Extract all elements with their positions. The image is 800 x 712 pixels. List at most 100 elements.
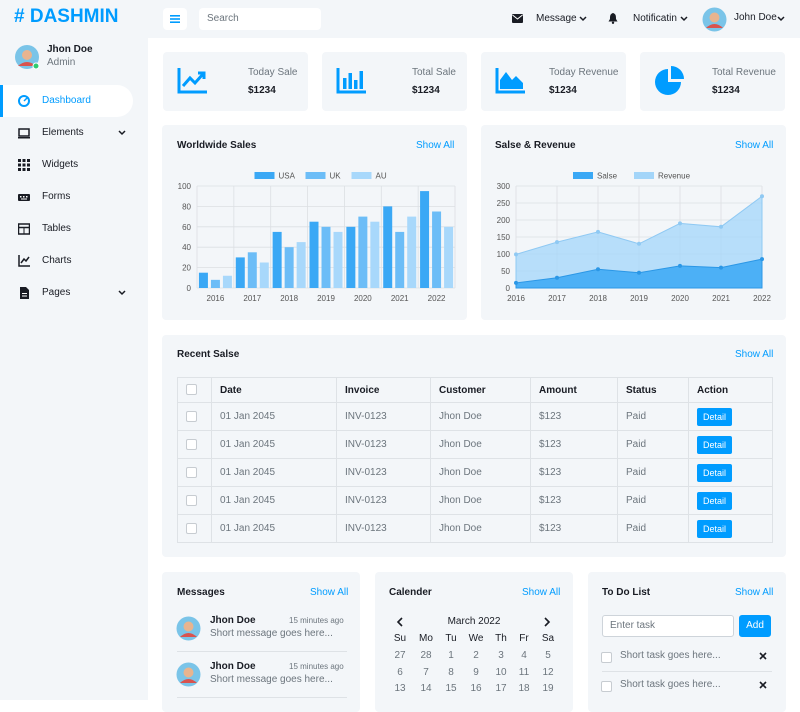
show-all-link[interactable]: Show All [310,587,349,598]
x-tick-label: 2020 [671,294,689,303]
day: 6 [397,666,403,678]
delete-task[interactable] [759,652,767,660]
cell [177,430,212,459]
show-all-link[interactable]: Show All [735,349,774,360]
cell: Jhon Doe [430,402,531,431]
x-tick-label: 2017 [548,294,566,303]
stat-icon [177,68,207,94]
detail-button[interactable]: Detail [697,491,733,510]
search-box[interactable] [199,8,321,30]
header-cell: Action [688,377,773,403]
y-tick-label: 200 [497,216,511,225]
menu-item[interactable]: Forms [42,191,71,202]
bar [358,216,368,288]
task-checkbox[interactable] [601,681,612,692]
show-all-link[interactable]: Show All [735,587,774,598]
checkbox[interactable] [186,494,197,506]
weekday: Th [495,633,507,644]
y-tick-label: 60 [182,223,191,232]
legend-swatch [305,172,326,179]
row: 01 Jan 2045 INV-0123 Jhon Doe $123 Paid Detai… [177,402,773,431]
point [637,270,641,275]
bar [309,221,319,288]
active-menu-bg [0,85,133,117]
card-title: To Do List [602,587,651,598]
task-checkbox[interactable] [601,652,612,663]
bar [222,275,232,288]
message-link[interactable]: Message [536,13,577,24]
menu-item[interactable]: Dashboard [42,95,91,106]
stat-label: Today Sale [248,67,298,78]
menu-item[interactable]: Pages [42,287,71,298]
stat-icon [336,68,366,94]
day: 13 [394,683,406,694]
x-tick-label: 2018 [589,294,607,303]
add-button[interactable] [739,615,771,637]
weekday: Tu [445,633,457,644]
stat-label: Today Revenue [549,67,619,78]
checkbox[interactable] [186,466,197,478]
top-avatar [702,7,727,32]
card-title: Messages [177,587,225,598]
bar [296,242,306,288]
menu-item[interactable]: Widgets [42,159,79,170]
detail-button[interactable]: Detail [697,407,733,426]
chart: 0 50 100 150 200 250 300 2016 2017 2018 2019 2020 20… [497,172,772,304]
menu-icon [18,159,30,171]
task-input[interactable] [602,615,734,637]
delete-task[interactable] [759,681,767,689]
day: 8 [448,666,454,678]
show-all-link[interactable]: Show All [416,140,455,151]
cell: 01 Jan 2045 [211,514,337,543]
notification-link[interactable]: Notificatin [633,13,677,24]
brand[interactable]: # DASHMIN [14,6,119,27]
menu-item[interactable]: Charts [42,255,72,266]
prev-month[interactable] [396,617,404,627]
chevron [118,130,126,136]
next-month[interactable] [543,617,551,627]
cell [177,458,212,487]
y-tick-label: 100 [497,250,511,259]
header-cell: Invoice [336,377,431,403]
point [760,257,764,262]
legend-label: AU [376,172,387,181]
weekday: We [468,633,484,644]
menu-item[interactable]: Elements [42,127,84,138]
message-avatar [176,662,201,687]
y-tick-label: 100 [178,182,192,191]
task-text: Short task goes here... [620,679,721,690]
cell [177,514,212,543]
checkbox[interactable] [186,438,197,450]
search-placeholder: Search [207,13,239,24]
cell: $123 [530,486,618,515]
divider [177,697,347,698]
chevron [680,16,688,22]
legend-label: Revenue [658,172,691,181]
bar [198,272,208,288]
menu-icon [18,95,30,107]
detail-button[interactable]: Detail [697,463,733,482]
y-tick-label: 80 [182,202,191,211]
cell: $123 [530,402,618,431]
bar [321,226,331,288]
chevron [777,16,785,22]
point [555,275,559,280]
top-user[interactable]: John Doe [734,12,777,23]
show-all-link[interactable]: Show All [735,140,774,151]
menu-toggle[interactable] [163,8,187,30]
detail-button[interactable]: Detail [697,519,733,538]
cell: 01 Jan 2045 [211,486,337,515]
legend-swatch [634,172,654,179]
menu-item[interactable]: Tables [42,223,71,234]
cell: Detail [688,458,773,487]
point [678,263,682,268]
show-all-link[interactable]: Show All [522,587,561,598]
divider [602,671,772,672]
checkbox[interactable] [186,410,197,422]
checkbox[interactable] [186,384,197,396]
day: 5 [545,650,551,661]
checkbox[interactable] [186,522,197,534]
bar [395,231,405,288]
detail-button[interactable]: Detail [697,435,733,454]
message-time: 15 minutes ago [289,616,344,625]
